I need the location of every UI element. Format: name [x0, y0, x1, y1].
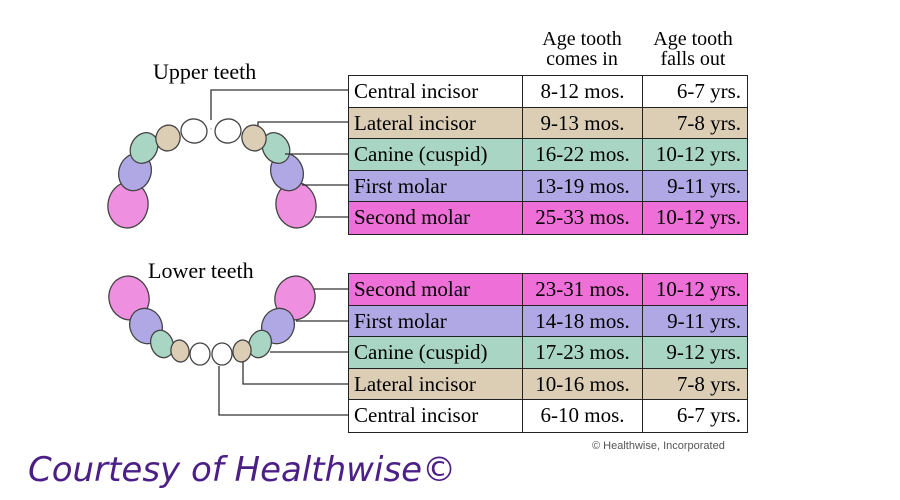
comes-in-cell: 16-22 mos.	[523, 139, 643, 170]
header-comes-in-line1: Age tooth	[542, 28, 622, 50]
tooth-name-cell: Second molar	[349, 274, 523, 305]
lower-canine-right	[247, 329, 273, 359]
header-falls-out: Age tooth falls out	[638, 29, 748, 69]
falls-out-cell: 7-8 yrs.	[676, 371, 741, 396]
comes-in-cell: 6-10 mos.	[523, 400, 643, 432]
leader-lines	[210, 89, 349, 416]
upper-teeth-label: Upper teeth	[153, 59, 257, 84]
header-comes-in-line2: comes in	[546, 48, 618, 70]
table-row: First molar 13-19 mos. 9-11 yrs.	[349, 170, 747, 202]
upper-lateral-incisor-right	[241, 124, 267, 152]
falls-out-cell: 6-7 yrs.	[676, 403, 741, 427]
upper-lateral-incisor-left	[155, 124, 181, 152]
table-row: Lateral incisor 10-16 mos. 7-8 yrs.	[349, 368, 747, 400]
comes-in-cell: 10-16 mos.	[523, 368, 643, 399]
tooth-name-cell: First molar	[349, 305, 523, 336]
header-comes-in: Age tooth comes in	[527, 29, 637, 69]
leader-upper-central	[210, 89, 349, 120]
falls-out-cell: 9-11 yrs.	[667, 173, 741, 198]
table-row: Second molar 25-33 mos. 10-12 yrs.	[349, 202, 747, 234]
falls-out-cell: 9-11 yrs.	[667, 308, 741, 333]
lower-central-incisor-right	[211, 342, 233, 366]
tooth-name-cell: Central incisor	[349, 76, 523, 107]
lower-lateral-incisor-left	[170, 339, 190, 363]
upper-canine-left	[129, 132, 159, 164]
falls-out-cell: 6-7 yrs.	[676, 79, 741, 103]
comes-in-cell: 25-33 mos.	[523, 202, 643, 234]
leader-upper-lateral	[257, 121, 349, 126]
falls-out-cell: 9-12 yrs.	[666, 340, 741, 364]
lower-central-incisor-left	[189, 342, 211, 366]
header-falls-out-line2: falls out	[660, 48, 726, 70]
comes-in-cell: 23-31 mos.	[523, 274, 643, 305]
upper-arch	[107, 118, 317, 229]
table-row: First molar 14-18 mos. 9-11 yrs.	[349, 305, 747, 337]
upper-first-right-left	[180, 118, 208, 144]
table-row: Lateral incisor 9-13 mos. 7-8 yrs.	[349, 107, 747, 139]
tooth-name-cell: Second molar	[349, 202, 523, 234]
tooth-name-cell: Canine (cuspid)	[349, 337, 523, 368]
comes-in-cell: 13-19 mos.	[523, 170, 643, 201]
lower-teeth-label: Lower teeth	[148, 258, 254, 283]
falls-out-cell: 10-12 yrs.	[655, 277, 741, 301]
table-row: Canine (cuspid) 17-23 mos. 9-12 yrs.	[349, 337, 747, 369]
comes-in-cell: 9-13 mos.	[523, 107, 643, 138]
courtesy-text: Courtesy of Healthwise©	[28, 450, 457, 490]
upper-canine-right	[261, 132, 291, 164]
comes-in-cell: 14-18 mos.	[523, 305, 643, 336]
tooth-name-cell: Lateral incisor	[349, 368, 523, 399]
table-row: Central incisor 6-10 mos. 6-7 yrs.	[349, 400, 747, 432]
tooth-name-cell: Canine (cuspid)	[349, 139, 523, 170]
comes-in-cell: 8-12 mos.	[523, 76, 643, 107]
table-row: Central incisor 8-12 mos. 6-7 yrs.	[349, 76, 747, 108]
falls-out-cell: 10-12 yrs.	[655, 205, 741, 229]
comes-in-cell: 17-23 mos.	[523, 337, 643, 368]
header-falls-out-line1: Age tooth	[653, 28, 733, 50]
tooth-name-cell: Central incisor	[349, 400, 523, 432]
table-row: Second molar 23-31 mos. 10-12 yrs.	[349, 274, 747, 306]
leader-lower-central	[218, 366, 349, 416]
upper-teeth-table: Central incisor 8-12 mos. 6-7 yrs. Lateral …	[348, 75, 748, 235]
lower-arch	[108, 275, 316, 366]
upper-first-right-right	[214, 118, 242, 144]
table-row: Canine (cuspid) 16-22 mos. 10-12 yrs.	[349, 139, 747, 171]
lower-teeth-table: Second molar 23-31 mos. 10-12 yrs. First mo…	[348, 273, 748, 433]
credit-text: © Healthwise, Incorporated	[592, 440, 725, 452]
falls-out-cell: 10-12 yrs.	[655, 142, 741, 166]
tooth-name-cell: First molar	[349, 170, 523, 201]
leader-lower-lateral	[242, 362, 349, 385]
tooth-name-cell: Lateral incisor	[349, 107, 523, 138]
lower-canine-left	[149, 329, 175, 359]
lower-lateral-incisor-right	[232, 339, 252, 363]
falls-out-cell: 7-8 yrs.	[676, 110, 741, 135]
